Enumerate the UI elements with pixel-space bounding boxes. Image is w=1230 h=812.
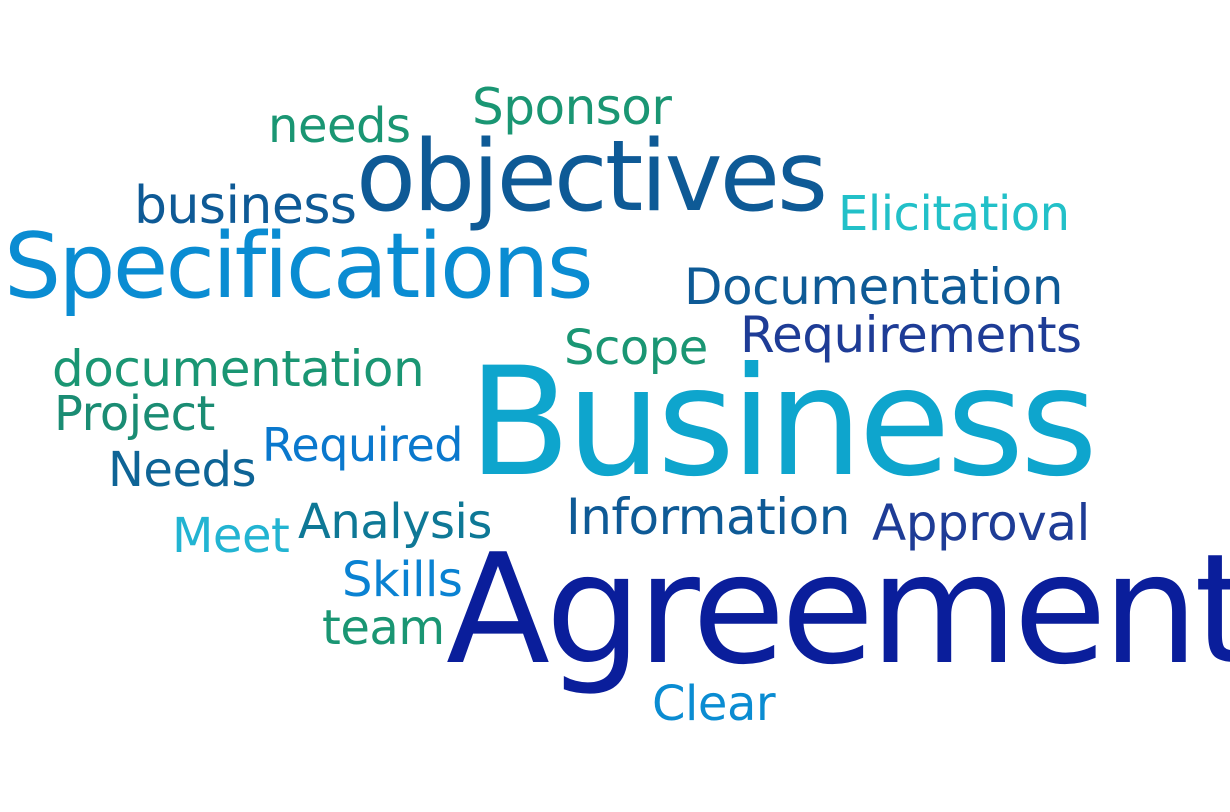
word-team: team (322, 600, 445, 656)
word-skills: Skills (342, 552, 463, 608)
word-agreement: Agreement (446, 521, 1230, 698)
word-clear: Clear (652, 676, 776, 732)
word-information: Information (566, 488, 850, 546)
word-project: Project (54, 386, 215, 442)
word-required: Required (262, 418, 464, 472)
word-scope: Scope (564, 320, 708, 376)
word-approval: Approval (872, 494, 1090, 552)
word-needs-lowercase: needs (268, 98, 411, 154)
word-sponsor: Sponsor (472, 78, 672, 136)
word-requirements: Requirements (740, 306, 1082, 364)
word-meet: Meet (172, 508, 290, 564)
word-analysis: Analysis (298, 494, 492, 550)
word-business-large: Business (468, 336, 1098, 510)
word-documentation-lowercase: documentation (52, 340, 425, 398)
word-elicitation: Elicitation (838, 186, 1070, 242)
word-objectives: objectives (356, 120, 828, 234)
word-documentation: Documentation (684, 258, 1063, 316)
word-specifications: Specifications (4, 214, 594, 319)
word-needs-capitalized: Needs (108, 442, 257, 498)
word-business-lowercase: business (134, 176, 357, 236)
